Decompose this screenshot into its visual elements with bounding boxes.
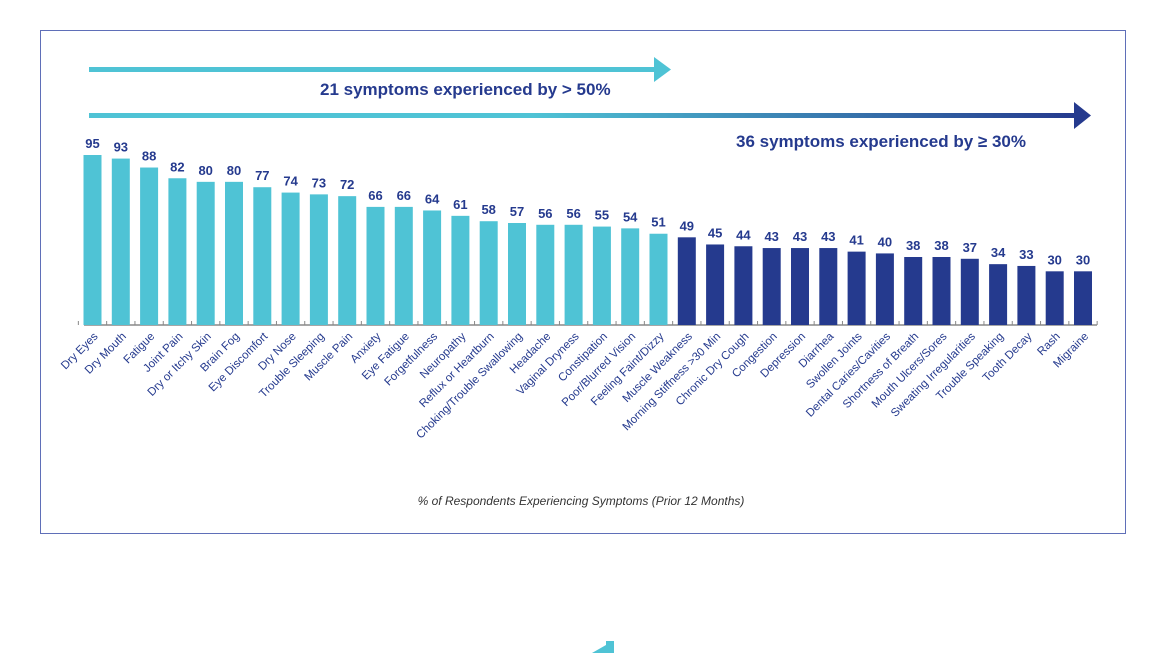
data-label: 33 (1019, 247, 1033, 262)
bar (734, 246, 753, 325)
data-label: 88 (142, 149, 156, 164)
x-axis-title: % of Respondents Experiencing Symptoms (… (417, 494, 745, 508)
data-label: 37 (963, 240, 977, 255)
data-label: 73 (312, 175, 326, 190)
data-label: 40 (878, 234, 892, 249)
bar (225, 181, 243, 325)
arrow-over-50 (89, 67, 655, 72)
bar (932, 257, 951, 325)
bar (196, 181, 215, 325)
data-label: 44 (736, 227, 751, 242)
data-label: 43 (793, 229, 807, 244)
bar (564, 224, 583, 325)
chart-frame (40, 30, 1126, 534)
bar (677, 237, 696, 325)
bar (1045, 271, 1064, 325)
data-label: 51 (651, 215, 665, 230)
bar (508, 223, 526, 325)
data-label: 57 (510, 204, 524, 219)
data-label: 45 (708, 225, 722, 240)
data-label: 34 (991, 245, 1006, 260)
data-label: 30 (1076, 252, 1090, 267)
bar (592, 226, 611, 325)
bar (904, 257, 923, 325)
bar (479, 221, 498, 325)
data-label: 30 (1047, 252, 1061, 267)
data-label: 80 (227, 163, 241, 178)
bar (423, 210, 442, 325)
bar (366, 206, 385, 325)
bar (762, 248, 781, 325)
bar (875, 253, 894, 325)
bar (253, 187, 272, 325)
data-label: 38 (906, 238, 920, 253)
bar (1017, 265, 1036, 325)
data-label: 82 (170, 159, 184, 174)
bar (451, 215, 470, 325)
arrow-head-over-50 (654, 57, 671, 82)
arrow-head-over-30 (1074, 102, 1091, 129)
arrow-over-30 (89, 113, 1075, 118)
data-label: 55 (595, 208, 609, 223)
bar (649, 233, 668, 325)
bar (111, 158, 130, 325)
bar (536, 224, 555, 325)
data-label: 72 (340, 177, 354, 192)
data-label: 41 (849, 233, 863, 248)
annotation-over-50: 21 symptoms experienced by > 50% (320, 80, 611, 99)
data-label: 64 (425, 191, 440, 206)
data-label: 49 (680, 218, 694, 233)
data-label: 66 (368, 188, 382, 203)
data-label: 95 (85, 136, 99, 151)
bar (989, 264, 1008, 325)
bar (1074, 271, 1092, 325)
data-label: 74 (283, 174, 298, 189)
data-label: 54 (623, 209, 638, 224)
annotation-over-30: 36 symptoms experienced by ≥ 30% (736, 132, 1026, 151)
bar (960, 258, 979, 325)
data-label: 43 (764, 229, 778, 244)
bar (168, 178, 187, 325)
decorative-arrow-fragment (592, 641, 614, 653)
bar (338, 196, 357, 325)
data-label: 58 (481, 202, 495, 217)
data-label: 56 (538, 206, 552, 221)
bar (394, 206, 413, 325)
data-label: 93 (114, 140, 128, 155)
bar (621, 228, 640, 325)
bar (281, 192, 300, 325)
data-label: 43 (821, 229, 835, 244)
bar (847, 251, 866, 325)
data-label: 66 (397, 188, 411, 203)
bar (309, 194, 328, 325)
data-label: 77 (255, 168, 269, 183)
data-label: 80 (198, 163, 212, 178)
bar (140, 167, 159, 325)
bar (791, 248, 809, 325)
data-label: 56 (566, 206, 580, 221)
bar (83, 155, 102, 325)
bar (706, 244, 725, 325)
data-label: 38 (934, 238, 948, 253)
data-label: 61 (453, 197, 467, 212)
bar (819, 248, 838, 325)
